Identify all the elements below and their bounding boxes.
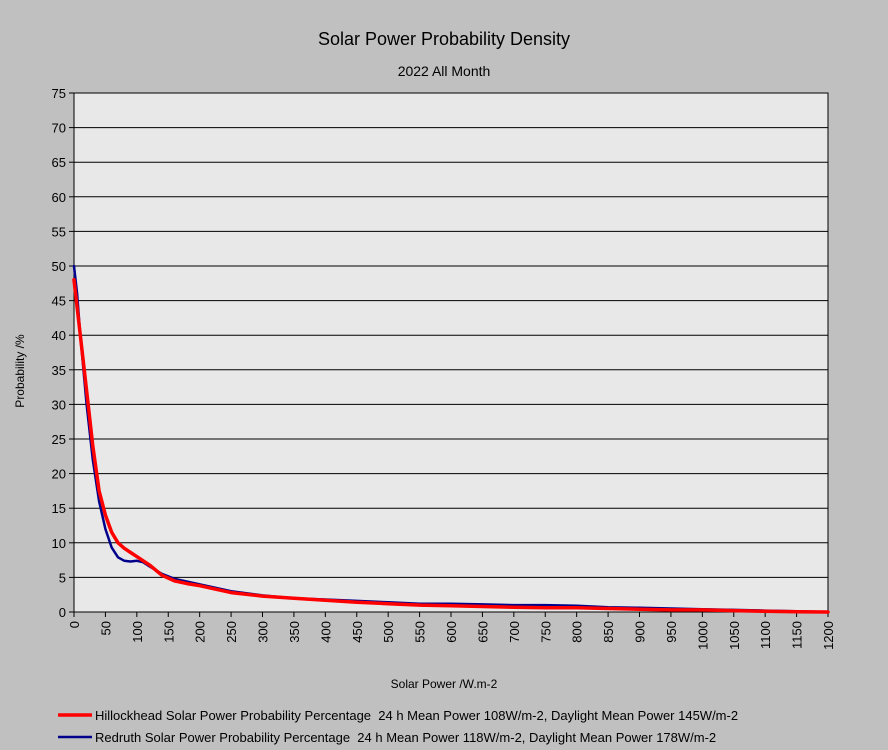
y-tick-label-30: 30 xyxy=(52,397,66,412)
x-tick-label-350: 350 xyxy=(287,621,302,643)
x-axis-label: Solar Power /W.m-2 xyxy=(391,677,498,691)
y-tick-label-75: 75 xyxy=(52,86,66,101)
x-tick-label-700: 700 xyxy=(507,621,522,643)
y-tick-label-25: 25 xyxy=(52,432,66,447)
y-tick-label-55: 55 xyxy=(52,224,66,239)
x-tick-label-150: 150 xyxy=(161,621,176,643)
x-tick-label-600: 600 xyxy=(444,621,459,643)
x-tick-label-200: 200 xyxy=(193,621,208,643)
y-tick-label-60: 60 xyxy=(52,190,66,205)
y-tick-label-40: 40 xyxy=(52,328,66,343)
chart-subtitle: 2022 All Month xyxy=(398,63,491,79)
y-tick-label-70: 70 xyxy=(52,121,66,136)
y-axis-ticks: 0 5 10 15 20 25 30 35 40 45 50 55 60 65 70 75 xyxy=(52,86,74,620)
x-tick-label-1050: 1050 xyxy=(727,621,742,650)
legend-label-redruth: Redruth Solar Power Probability Percenta… xyxy=(95,730,716,745)
x-tick-label-750: 750 xyxy=(538,621,553,643)
x-tick-label-1200: 1200 xyxy=(821,621,836,650)
series-lines xyxy=(72,264,830,614)
grid-lines xyxy=(74,127,828,578)
x-tick-label-650: 650 xyxy=(475,621,490,643)
x-tick-label-300: 300 xyxy=(256,621,271,643)
x-tick-label-100: 100 xyxy=(130,621,145,643)
x-tick-label-950: 950 xyxy=(664,621,679,643)
y-tick-label-45: 45 xyxy=(52,294,66,309)
x-tick-label-550: 550 xyxy=(413,621,428,643)
chart-title: Solar Power Probability Density xyxy=(318,29,570,49)
x-tick-label-50: 50 xyxy=(98,621,113,635)
x-tick-label-400: 400 xyxy=(318,621,333,643)
x-tick-label-250: 250 xyxy=(224,621,239,643)
y-tick-label-15: 15 xyxy=(52,501,66,516)
y-tick-label-65: 65 xyxy=(52,155,66,170)
x-tick-label-900: 900 xyxy=(633,621,648,643)
y-tick-label-20: 20 xyxy=(52,467,66,482)
x-tick-label-1150: 1150 xyxy=(790,621,805,649)
x-tick-label-800: 800 xyxy=(570,621,585,643)
y-tick-label-0: 0 xyxy=(59,605,66,620)
x-tick-label-0: 0 xyxy=(67,621,82,628)
plot-area xyxy=(73,92,829,613)
y-tick-label-5: 5 xyxy=(59,570,66,585)
y-tick-label-35: 35 xyxy=(52,363,66,378)
x-tick-label-500: 500 xyxy=(381,621,396,643)
x-tick-label-1100: 1100 xyxy=(758,621,773,649)
y-tick-label-50: 50 xyxy=(52,259,66,274)
y-tick-label-10: 10 xyxy=(52,536,66,551)
legend-label-hillockhead: Hillockhead Solar Power Probability Perc… xyxy=(95,708,738,723)
x-tick-label-450: 450 xyxy=(350,621,365,643)
x-axis-ticks: 0 50 100 150 200 250 300 350 400 450 500 550 600 650 7… xyxy=(67,612,836,650)
legend: Hillockhead Solar Power Probability Perc… xyxy=(58,708,738,745)
series-line-0 xyxy=(72,278,830,614)
x-tick-label-850: 850 xyxy=(601,621,616,643)
x-tick-label-1000: 1000 xyxy=(695,621,710,650)
y-axis-label: Probability /% xyxy=(13,334,27,408)
